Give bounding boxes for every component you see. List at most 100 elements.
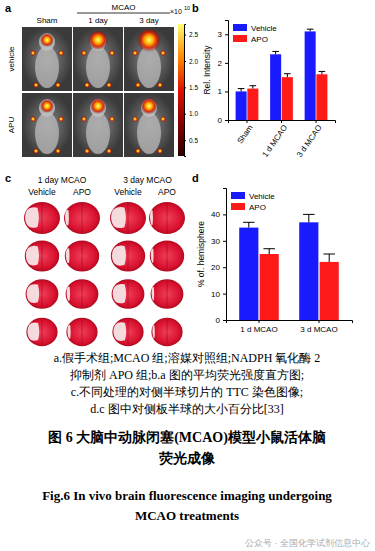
paw-signal [157,148,163,154]
colorbar-tick: 2.0 [184,58,198,65]
mouse-body [86,112,110,154]
y-tick-mark [223,320,226,321]
figure: aSham1 day3 dayMCAOvehicleAPU×10100.51.0… [0,0,375,551]
mouse-body [86,46,110,88]
infarct-area [65,210,69,225]
y-tick: 2 [218,59,228,68]
midline [128,281,129,307]
infarct-area [152,325,154,338]
y-axis: 0123 [218,21,229,126]
row-label: vehicle [7,46,16,71]
infarct-area [66,248,70,263]
subgroup-label: Vehicle [114,187,142,197]
colorbar-tick-label: 1.0 [189,110,198,117]
paw-signal [135,82,141,88]
colorbar-tick-mark [184,61,186,62]
infarct-area [113,284,126,303]
mouse-image [73,93,123,157]
panel-label: a [5,2,12,14]
colorbar-axis: 0.51.01.52.02.5 [184,25,198,157]
mouse-image [124,27,174,91]
brain-slice [151,318,182,346]
y-tick-label: 1 [218,87,223,96]
brain-slice [25,241,59,272]
colorbar-tick: 1.0 [184,110,198,117]
midline [128,243,129,270]
slice-tissue [111,241,145,272]
legend-swatch [233,35,247,42]
caption-note: 抑制剂 APO 组;b.a 图的平均荧光强度直方图; [70,368,304,382]
infarct-area [67,325,70,339]
bar [320,262,339,320]
mouse-image [22,27,72,91]
colorbar-tick: 1.5 [184,84,198,91]
legend: VehicleAPO [233,24,277,44]
legend-swatch [231,192,245,199]
column-label: 1 day [88,16,108,25]
column-label: 3 day [139,16,159,25]
mouse-image [73,27,123,91]
colorbar [178,24,184,156]
y-tick: 30 [211,237,226,246]
brain-slice [64,202,100,234]
x-tick: 1 d MCAO [261,120,290,159]
error-bar [250,86,257,89]
mouse-body [35,46,59,88]
mouse-head [39,33,55,51]
mouse-body [137,112,161,154]
paw-signal [30,116,36,122]
column-label: Sham [37,16,58,25]
y-tick-mark [225,91,228,92]
mouse-body [137,46,161,88]
legend-swatch [231,203,245,210]
paw-signal [160,50,166,56]
paw-signal [84,148,90,154]
panel-label: d [192,172,199,184]
column-group-label: MCAO [112,3,136,12]
error-bar [272,51,279,54]
y-tick: 3 [218,30,228,39]
x-tick: 3 d MCAO [295,120,324,159]
image-background [124,93,174,157]
midline [42,204,43,232]
image-background [73,27,123,91]
slice-tissue [26,279,59,309]
paw-signal [81,50,87,56]
y-tick-label: 0 [216,316,221,325]
colorbar-tick-mark [184,140,186,141]
x-axis-line [229,121,336,124]
slice-tissue [151,318,182,346]
x-tick-label: 3 d MCAO [300,325,337,334]
error-bar [238,89,245,92]
colorbar-tick-label: 1.5 [189,84,198,91]
legend-label: APO [251,35,268,44]
y-tick-mark [223,241,226,242]
mouse-body [35,112,59,154]
y-tick: 10 [211,290,226,299]
y-tick-label: 20 [211,263,220,272]
paw-signal [33,148,39,154]
image-background [124,27,174,91]
caption-title-en: Fig.6 In vivo brain fluorescence imaging… [42,488,332,503]
paw-signal [55,148,61,154]
midline [42,320,43,344]
legend-label: Vehicle [249,192,275,201]
brain-slice [26,279,59,309]
x-tick-mark [246,120,247,123]
slice-tissue [26,318,57,346]
infarct-area [25,207,39,228]
mouse-image [124,93,174,157]
midline [82,320,83,344]
error-bar [303,214,314,222]
caption: a.假手术组;MCAO 组;溶媒对照组;NADPH 氧化酶 2抑制剂 APO 组… [42,351,370,548]
paw-signal [58,116,64,122]
y-axis-title: Rel. Intensity [202,45,212,95]
error-bar [243,222,254,227]
plot-area [236,29,328,120]
bar-chart: b0123Sham1 d MCAO3 d MCAORel. IntensityV… [192,2,336,159]
y-tick-label: 10 [211,290,220,299]
y-axis-line [225,21,229,121]
legend-swatch [233,24,247,31]
paw-signal [33,82,39,88]
caption-note: c.不同处理的对侧半球切片的 TTC 染色图像; [71,385,303,399]
